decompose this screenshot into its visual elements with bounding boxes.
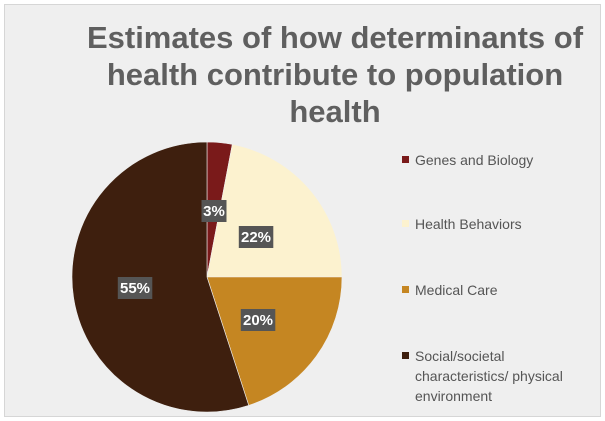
legend-marker — [402, 220, 409, 227]
legend-label: Health Behaviors — [415, 216, 522, 232]
data-label-box — [238, 226, 274, 248]
data-label-box — [201, 200, 227, 222]
data-label-text: 22% — [241, 229, 271, 246]
legend-item-2: Health Behaviors — [402, 214, 597, 234]
data-label-1: 3% — [201, 200, 227, 222]
legend-label: Medical Care — [415, 282, 498, 298]
data-label-text: 20% — [243, 312, 273, 329]
legend-item-1: Genes and Biology — [402, 150, 597, 170]
data-label-box — [240, 309, 276, 331]
pie-slice-3 — [206, 276, 343, 406]
data-label-text: 55% — [120, 280, 150, 297]
data-label-4: 55% — [117, 277, 153, 299]
legend-marker — [402, 286, 409, 293]
legend-item-3: Medical Care — [402, 280, 597, 300]
legend-marker — [402, 352, 409, 359]
data-label-text: 3% — [203, 203, 225, 220]
legend-item-4: Social/societal characteristics/ physica… — [402, 346, 597, 406]
data-label-3: 20% — [240, 309, 276, 331]
chart-title: Estimates of how determinants of health … — [86, 20, 584, 129]
data-label-2: 22% — [238, 226, 274, 248]
legend-marker — [402, 156, 409, 163]
data-label-box — [117, 277, 153, 299]
legend-label: Social/societal characteristics/ physica… — [415, 348, 563, 404]
legend-label: Genes and Biology — [415, 152, 534, 168]
